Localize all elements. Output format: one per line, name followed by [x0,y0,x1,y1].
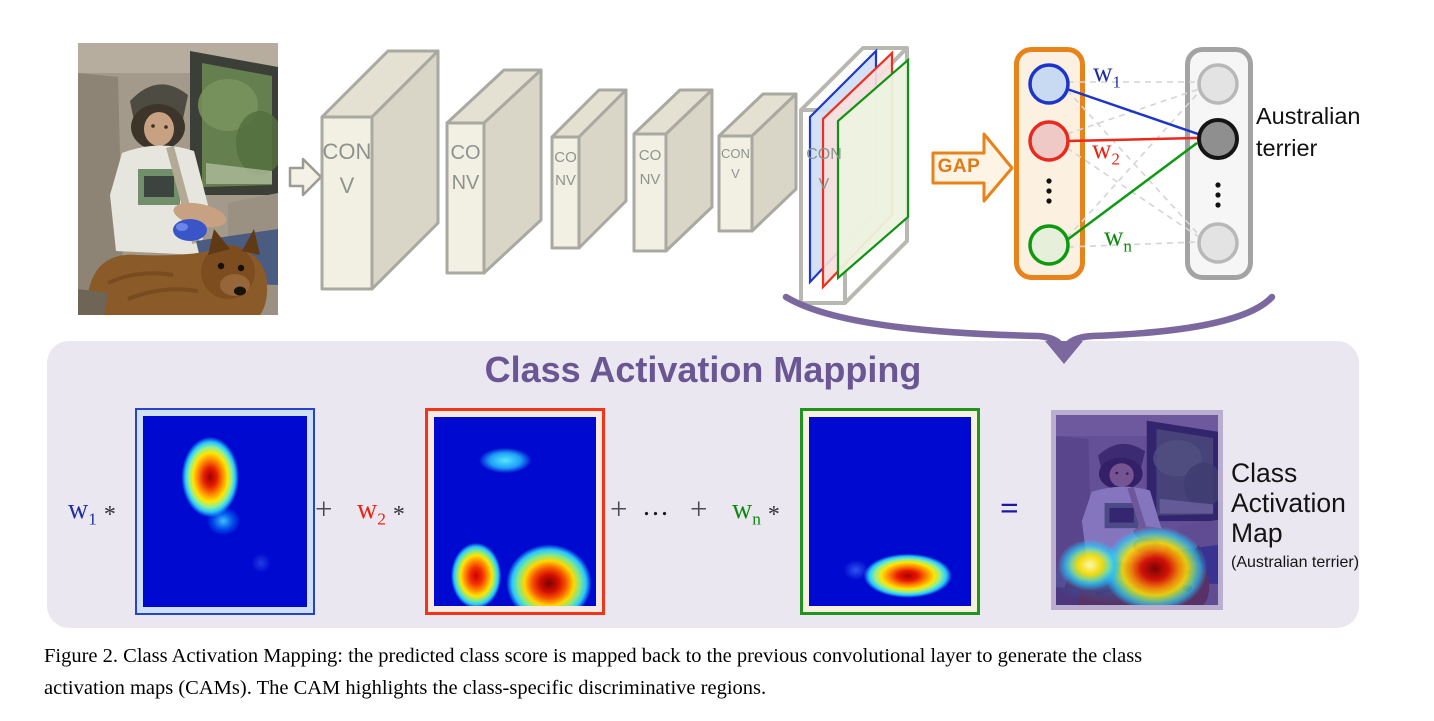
term-w1-sub: 1 [88,509,97,529]
term-wn-base: w [732,494,753,525]
conv5-label: CONV [721,146,750,181]
weight-label-w1: w1 [1093,57,1121,92]
cam-map-2 [425,408,605,615]
heatmap-n [809,417,971,606]
caption-line-1: Figure 2. Class Activation Mapping: the … [44,645,1143,667]
gap-unit-blue [1028,63,1070,105]
connection-wn [1066,141,1198,242]
connection-w1 [1066,87,1199,136]
weight-label-wn: wn [1104,221,1132,256]
times-operator: * [767,502,780,528]
wn-base: w [1104,221,1124,251]
term-wn: wn * [732,494,780,529]
gap-units-box [1014,47,1085,280]
cam-result-frame [1051,410,1223,610]
conv1-label: CONV [322,139,372,198]
plus-operator-2: + [610,491,628,526]
conv4-label: CONV [638,147,662,188]
term-wn-sub: n [752,509,761,529]
result-label: Class Activation Map (Australian terrier… [1231,458,1369,571]
output-units-vertical-ellipsis-icon [1215,182,1221,208]
gap-units-vertical-ellipsis-icon [1046,178,1052,204]
output-unit-top [1197,63,1239,105]
input-photo [78,43,278,315]
caption-line-2: activation maps (CAMs). The CAM highligh… [44,676,767,699]
equals-operator: = [1000,491,1019,527]
term-w1: w1 * [68,494,116,529]
output-units-box [1185,47,1253,280]
plus-operator-3: + [690,491,708,526]
output-unit-class [1197,118,1239,160]
conv2-label: CONV [450,142,481,194]
conv6-label: CONV [806,146,842,193]
heatmap-1 [143,416,307,607]
cam-heat-overlay [1056,415,1218,605]
conv3-label: CONV [554,149,577,189]
cam-result-image [1056,415,1218,605]
input-arrow-icon [288,157,323,197]
output-unit-bottom [1197,222,1239,264]
result-label-text: Class Activation Map [1231,458,1346,548]
heatmap-2 [434,417,596,606]
w2-base: w [1092,134,1112,164]
cam-panel: Class Activation Mapping w1 * + w2 * + ...… [47,341,1359,628]
connection-w2 [1067,136,1198,143]
w2-sub: 2 [1111,149,1120,169]
predicted-class-label: Australian terrier [1256,103,1361,161]
term-w1-base: w [68,494,89,525]
gap-unit-red [1028,120,1070,162]
panel-title: Class Activation Mapping [484,349,922,390]
dashed-connections [1066,81,1200,248]
feature-map-green [836,57,910,281]
cam-map-1 [135,408,315,615]
cam-map-n [800,408,980,615]
ellipsis: ... [643,491,670,522]
w1-sub: 1 [1112,72,1121,92]
w1-base: w [1093,57,1113,87]
gap-unit-green [1028,224,1070,266]
result-sublabel: (Australian terrier) [1231,553,1360,571]
term-w2-sub: 2 [377,509,386,529]
times-operator: * [103,502,116,528]
times-operator: * [392,502,405,528]
plus-operator-1: + [315,491,333,526]
gap-label: GAP [937,156,981,177]
wn-sub: n [1123,236,1132,256]
weight-label-w2: w2 [1092,134,1120,169]
input-photo-art [78,43,278,315]
term-w2-base: w [357,494,378,525]
figure-caption: Figure 2. Class Activation Mapping: the … [44,641,1396,705]
term-w2: w2 * [357,494,405,529]
